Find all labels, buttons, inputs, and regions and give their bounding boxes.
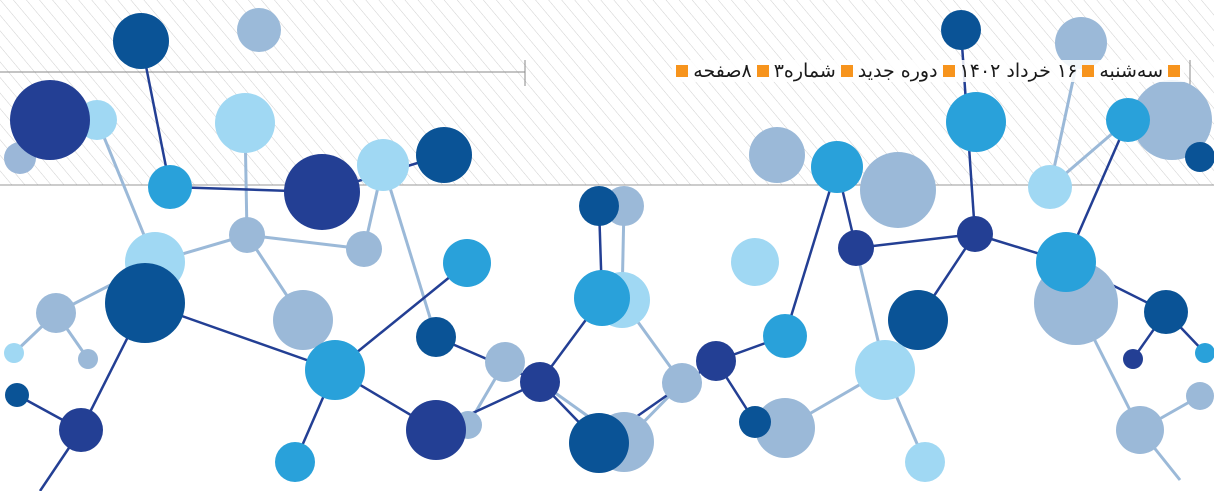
atom: [4, 343, 24, 363]
atom: [838, 230, 874, 266]
atom: [105, 263, 185, 343]
atom: [10, 80, 90, 160]
series: دوره جدید: [858, 60, 938, 82]
atom: [443, 239, 491, 287]
atom: [273, 290, 333, 350]
atom: [696, 341, 736, 381]
atom: [215, 93, 275, 153]
weekday: سه‌شنبه: [1099, 60, 1163, 82]
atom: [905, 442, 945, 482]
date: ۱۶ خرداد ۱۴۰۲: [960, 60, 1078, 82]
separator: [1082, 65, 1094, 77]
atom: [957, 216, 993, 252]
atom: [357, 139, 409, 191]
hatch: [0, 0, 1214, 185]
separator: [1168, 65, 1180, 77]
atom: [113, 13, 169, 69]
atom: [579, 186, 619, 226]
atom: [811, 141, 863, 193]
atom: [1036, 232, 1096, 292]
atom: [305, 340, 365, 400]
atom: [731, 238, 779, 286]
body: سه‌شنبه ۱۶ خرداد ۱۴۰۲ دوره جدید شماره۳ ۸…: [0, 0, 1214, 491]
atom: [78, 349, 98, 369]
atom: [416, 317, 456, 357]
page: {"header": {"items": ["سه‌شنبه", "۱۶ خرد…: [0, 0, 1214, 491]
atom: [416, 127, 472, 183]
atom: [346, 231, 382, 267]
atom: [749, 127, 805, 183]
separator: [943, 65, 955, 77]
atom: [855, 340, 915, 400]
atom: [1028, 165, 1072, 209]
atom: [1185, 142, 1214, 172]
separator: [841, 65, 853, 77]
separator: [757, 65, 769, 77]
atom: [1144, 290, 1188, 334]
atom: [569, 413, 629, 473]
bond: [785, 167, 837, 336]
atom: [36, 293, 76, 333]
atom: [662, 363, 702, 403]
separator: [676, 65, 688, 77]
page-count: ۸صفحه: [693, 60, 751, 82]
atom: [860, 152, 936, 228]
issue-info: سه‌شنبه ۱۶ خرداد ۱۴۰۲ دوره جدید شماره۳ ۸…: [672, 60, 1184, 82]
atom: [941, 10, 981, 50]
atom: [739, 406, 771, 438]
atom: [485, 342, 525, 382]
atom: [406, 400, 466, 460]
atom: [5, 383, 29, 407]
atom: [520, 362, 560, 402]
atom: [275, 442, 315, 482]
atom: [237, 8, 281, 52]
atom: [1116, 406, 1164, 454]
atom: [946, 92, 1006, 152]
atom: [59, 408, 103, 452]
issue-number: شماره۳: [774, 60, 836, 82]
atom: [284, 154, 360, 230]
atom: [148, 165, 192, 209]
atom: [1186, 382, 1214, 410]
atom: [888, 290, 948, 350]
atom: [763, 314, 807, 358]
atom: [1123, 349, 1143, 369]
atom: [574, 270, 630, 326]
atom: [1106, 98, 1150, 142]
atom: [229, 217, 265, 253]
